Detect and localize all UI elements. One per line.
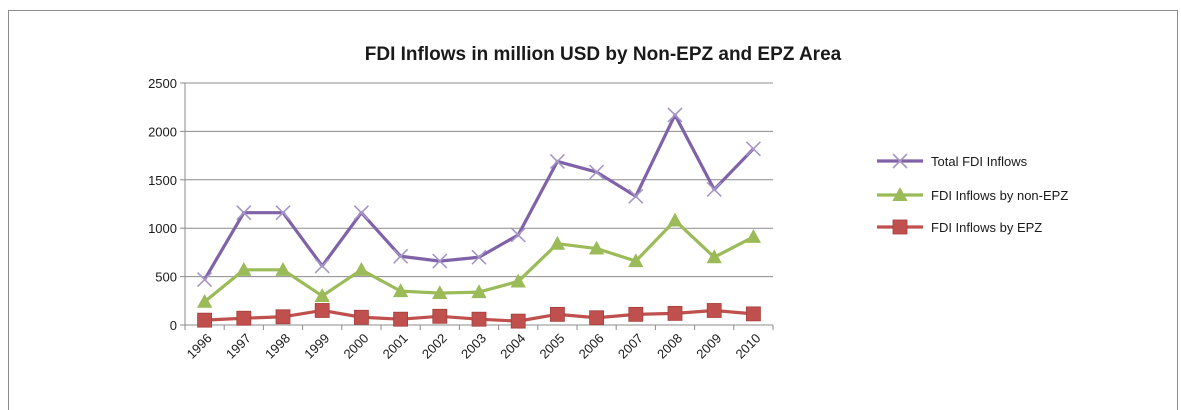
y-tick-label: 0 xyxy=(170,318,177,333)
data-point xyxy=(667,107,683,123)
x-tick-label: 2002 xyxy=(419,331,450,362)
data-point xyxy=(471,249,487,265)
line-chart: FDI Inflows in million USD by Non-EPZ an… xyxy=(148,44,1068,362)
data-point xyxy=(667,305,683,321)
data-point xyxy=(353,262,370,276)
data-point xyxy=(236,205,252,221)
legend-label: FDI Inflows by non-EPZ xyxy=(931,188,1068,203)
data-point xyxy=(471,311,487,327)
y-tick-label: 1500 xyxy=(148,173,177,188)
data-point xyxy=(589,310,604,326)
legend-label: FDI Inflows by EPZ xyxy=(931,220,1042,235)
data-point xyxy=(471,284,487,299)
data-point xyxy=(550,306,565,322)
data-point xyxy=(745,229,762,243)
legend-item: FDI Inflows by non-EPZ xyxy=(877,187,1068,203)
data-point xyxy=(197,271,213,288)
x-tick-label: 2008 xyxy=(654,331,685,362)
data-point xyxy=(432,253,448,269)
data-point xyxy=(510,273,526,288)
data-point xyxy=(392,283,409,298)
data-point xyxy=(196,293,213,308)
x-tick-label: 1998 xyxy=(262,331,293,362)
series-line xyxy=(203,113,755,281)
x-tick-label: 1996 xyxy=(184,331,215,362)
data-point xyxy=(236,262,252,276)
legend-marker xyxy=(892,187,908,201)
data-point xyxy=(353,309,369,325)
series-total-fdi-inflows xyxy=(197,107,761,288)
data-point xyxy=(393,311,409,327)
x-tick-label: 2007 xyxy=(615,331,646,362)
data-point xyxy=(275,262,291,276)
data-point xyxy=(588,240,605,255)
data-point xyxy=(706,249,722,264)
x-axis-ticks: 1996 1997 1998 1999 2000 2001 2002 2003 2004 2005… xyxy=(184,325,774,362)
x-tick-label: 2005 xyxy=(536,331,567,362)
data-point xyxy=(197,312,213,328)
legend-marker xyxy=(892,219,908,235)
data-point xyxy=(314,258,330,274)
y-tick-label: 500 xyxy=(155,270,177,285)
data-point xyxy=(628,253,644,268)
data-point xyxy=(706,303,722,318)
data-point xyxy=(628,188,644,204)
y-axis-ticks: 0 500 1000 1500 2000 2500 xyxy=(148,76,185,333)
chart-area: FDI Inflows in million USD by Non-EPZ an… xyxy=(8,10,1178,410)
data-point xyxy=(275,205,291,221)
legend: Total FDI Inflows FDI Inflows by non-EPZ F… xyxy=(877,153,1068,235)
x-tick-label: 2003 xyxy=(458,331,489,362)
data-point xyxy=(667,212,683,227)
y-tick-label: 2500 xyxy=(148,76,177,91)
x-tick-label: 2009 xyxy=(693,331,724,362)
data-point xyxy=(314,288,330,302)
data-point xyxy=(510,227,526,243)
x-tick-label: 2001 xyxy=(380,331,411,362)
data-point xyxy=(510,313,526,329)
data-point xyxy=(432,285,448,300)
legend-label: Total FDI Inflows xyxy=(931,154,1028,169)
series-fdi-inflows-by-epz xyxy=(197,303,761,329)
x-tick-label: 2000 xyxy=(340,331,371,362)
data-point xyxy=(432,308,448,324)
data-point xyxy=(353,205,369,221)
series-group xyxy=(196,107,762,329)
data-point xyxy=(549,153,565,169)
data-point xyxy=(745,141,761,157)
y-tick-label: 2000 xyxy=(148,124,177,139)
chart-title: FDI Inflows in million USD by Non-EPZ an… xyxy=(365,44,842,65)
x-tick-label: 2004 xyxy=(497,331,528,362)
data-point xyxy=(549,235,566,250)
x-tick-label: 2006 xyxy=(576,331,607,362)
legend-item: Total FDI Inflows xyxy=(877,153,1028,169)
legend-item: FDI Inflows by EPZ xyxy=(877,219,1042,235)
data-point xyxy=(236,310,252,326)
data-point xyxy=(628,306,644,322)
data-point xyxy=(275,309,291,325)
data-point xyxy=(589,164,605,180)
data-point xyxy=(746,306,761,322)
data-point xyxy=(314,303,330,318)
legend-marker xyxy=(892,153,908,169)
data-point xyxy=(393,248,409,264)
x-tick-label: 2010 xyxy=(732,331,763,362)
data-point xyxy=(706,181,722,198)
gridlines xyxy=(185,82,773,278)
x-tick-label: 1997 xyxy=(223,331,254,362)
y-tick-label: 1000 xyxy=(148,221,177,236)
series-fdi-inflows-by-non-epz xyxy=(196,212,762,308)
x-tick-label: 1999 xyxy=(301,331,332,362)
